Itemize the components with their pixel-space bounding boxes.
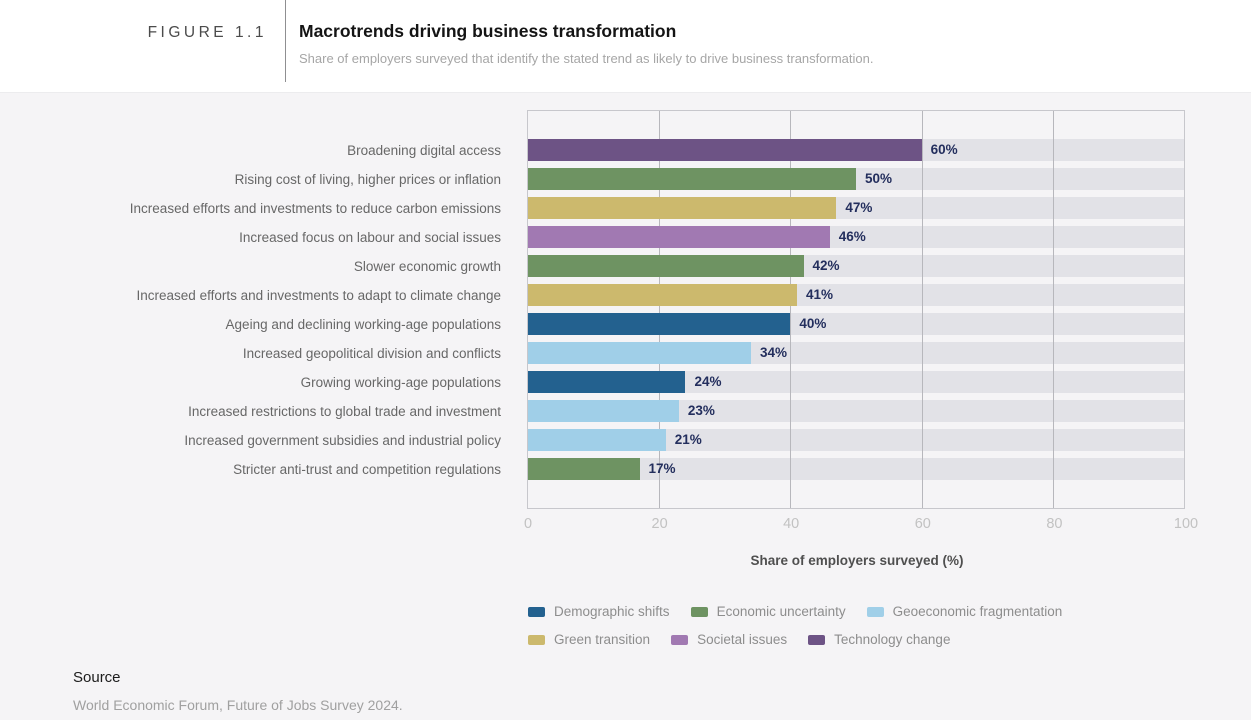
legend-label: Economic uncertainty <box>716 604 846 619</box>
legend-swatch <box>808 634 826 645</box>
x-tick-label: 40 <box>783 516 800 532</box>
bar <box>528 458 640 480</box>
x-tick-label: 60 <box>914 516 931 532</box>
bar-value-label: 60% <box>930 142 958 157</box>
legend: Demographic shifts Economic uncertainty Ge… <box>528 604 1251 647</box>
bar-track: 60% <box>528 139 1184 161</box>
legend-item: Geoeconomic fragmentation <box>866 604 1063 619</box>
bar-value-label: 50% <box>865 171 893 186</box>
bar-track: 47% <box>528 197 1184 219</box>
bar-track: 17% <box>528 458 1184 480</box>
chart-title: Macrotrends driving business transformat… <box>299 21 677 41</box>
x-axis-title: Share of employers surveyed (%) <box>750 553 964 568</box>
bar <box>528 342 752 364</box>
legend-label: Technology change <box>834 632 951 647</box>
legend-item: Technology change <box>808 632 950 647</box>
category-label: Stricter anti-trust and competition regu… <box>233 461 501 477</box>
legend-item: Economic uncertainty <box>690 604 846 619</box>
figure-number: FIGURE 1.1 <box>147 24 267 41</box>
legend-swatch <box>866 606 884 617</box>
bar <box>528 226 830 248</box>
category-labels-column: Broadening digital access Rising cost of … <box>0 110 527 509</box>
legend-label: Demographic shifts <box>554 604 670 619</box>
bar-value-label: 41% <box>805 287 833 302</box>
gridline <box>1052 111 1054 508</box>
gridline <box>921 111 923 508</box>
bar-track: 42% <box>528 255 1184 277</box>
source-label: Source <box>73 669 121 686</box>
bar-track: 50% <box>528 168 1184 190</box>
chart-body: Broadening digital access Rising cost of … <box>0 110 1251 509</box>
bar-track: 40% <box>528 313 1184 335</box>
legend-row: Green transition Societal issues Technolog… <box>528 632 1251 647</box>
bar <box>528 197 837 219</box>
bar <box>528 400 679 422</box>
bar-value-label: 40% <box>799 316 827 331</box>
bar-track: 21% <box>528 429 1184 451</box>
source-text: World Economic Forum, Future of Jobs Sur… <box>73 697 403 713</box>
bar-track: 41% <box>528 284 1184 306</box>
legend-swatch <box>528 606 545 617</box>
category-label: Growing working-age populations <box>300 374 501 390</box>
category-label: Broadening digital access <box>347 142 501 158</box>
legend-swatch <box>671 634 689 645</box>
category-label: Slower economic growth <box>353 258 501 274</box>
legend-label: Societal issues <box>697 632 788 647</box>
category-label: Increased efforts and investments to ada… <box>136 287 501 303</box>
legend-label: Geoeconomic fragmentation <box>892 604 1063 619</box>
legend-swatch <box>690 606 708 617</box>
x-tick-label: 0 <box>523 516 533 532</box>
category-label: Increased focus on labour and social iss… <box>239 229 501 245</box>
bar-track: 46% <box>528 226 1184 248</box>
bar-track: 24% <box>528 371 1184 393</box>
bar-value-label: 42% <box>812 258 840 273</box>
x-axis-ticks: 0 20 40 60 80 100 <box>524 509 1198 532</box>
bar-value-label: 46% <box>838 229 866 244</box>
legend-label: Green transition <box>554 632 651 647</box>
category-label: Increased efforts and investments to red… <box>129 200 501 216</box>
figure-header: FIGURE 1.1 Macrotrends driving business … <box>0 0 1251 93</box>
source-block: Source World Economic Forum, Future of J… <box>73 669 1251 713</box>
header-divider <box>285 0 286 82</box>
legend-swatch <box>528 634 545 645</box>
x-tick-label: 100 <box>1173 516 1199 532</box>
category-label: Increased government subsidies and indus… <box>184 432 501 448</box>
bar-value-label: 21% <box>674 432 702 447</box>
category-label: Ageing and declining working-age populat… <box>225 316 501 332</box>
category-label: Increased geopolitical division and conf… <box>242 345 501 361</box>
chart-section: Broadening digital access Rising cost of … <box>0 93 1251 713</box>
bar <box>528 284 797 306</box>
category-label: Rising cost of living, higher prices or … <box>234 171 501 187</box>
bar <box>528 168 856 190</box>
bar-value-label: 47% <box>845 200 873 215</box>
bar <box>528 139 922 161</box>
bar-value-label: 17% <box>648 461 676 476</box>
chart-subtitle: Share of employers surveyed that identif… <box>299 51 874 66</box>
legend-item: Green transition <box>528 632 650 647</box>
bar-track: 34% <box>528 342 1184 364</box>
x-tick-label: 80 <box>1046 516 1063 532</box>
legend-item: Demographic shifts <box>528 604 670 619</box>
category-label: Increased restrictions to global trade a… <box>188 403 501 419</box>
gridline <box>790 111 792 508</box>
plot-area: 60% 50% 47% 46% 42% 41% 40% 34% 24% 23% 21% 17% <box>527 110 1185 509</box>
bar <box>528 313 791 335</box>
bar <box>528 371 686 393</box>
bar-value-label: 23% <box>687 403 715 418</box>
bar-track: 23% <box>528 400 1184 422</box>
legend-item: Societal issues <box>671 632 787 647</box>
bar-value-label: 34% <box>760 345 788 360</box>
bar-value-label: 24% <box>694 374 722 389</box>
bar-rows: 60% 50% 47% 46% 42% 41% 40% 34% 24% 23% 21% 17% <box>528 139 1184 480</box>
gridline <box>659 111 661 508</box>
legend-row: Demographic shifts Economic uncertainty Ge… <box>528 604 1251 619</box>
x-tick-label: 20 <box>651 516 668 532</box>
title-block: Macrotrends driving business transformat… <box>286 0 873 92</box>
bar <box>528 429 666 451</box>
bar <box>528 255 804 277</box>
